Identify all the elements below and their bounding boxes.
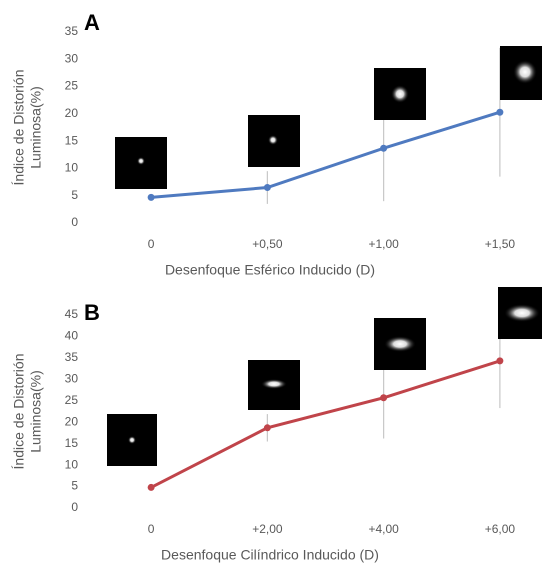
- marker: [263, 184, 271, 192]
- y-tick-label: 0: [71, 500, 78, 514]
- panel-label: A: [84, 10, 100, 35]
- y-tick-label: 5: [71, 188, 78, 202]
- x-tick-label: 0: [148, 237, 155, 251]
- y-tick-label: 30: [65, 51, 79, 65]
- marker: [263, 424, 271, 432]
- y-tick-label: 5: [71, 479, 78, 493]
- x-axis-title: Desenfoque Esférico Inducido (D): [165, 262, 375, 278]
- y-axis-title: Luminosa(%): [28, 370, 44, 452]
- x-axis-title: Desenfoque Cilíndrico Inducido (D): [161, 547, 379, 563]
- x-tick-label: +2,00: [252, 522, 283, 536]
- marker: [147, 193, 155, 201]
- marker: [147, 483, 155, 491]
- x-tick-label: +6,00: [485, 522, 516, 536]
- y-tick-label: 40: [65, 329, 79, 343]
- y-tick-label: 20: [65, 414, 79, 428]
- x-tick-label: +1,00: [368, 237, 399, 251]
- psf-images: [107, 46, 542, 466]
- y-tick-label: 10: [65, 457, 79, 471]
- marker: [380, 144, 388, 152]
- series-line: [150, 110, 501, 199]
- y-tick-label: 10: [65, 161, 79, 175]
- x-tick-label: 0: [148, 522, 155, 536]
- y-tick-label: 35: [65, 350, 79, 364]
- y-tick-label: 30: [65, 372, 79, 386]
- y-axis-title: Índice de Distorión: [11, 354, 27, 470]
- marker: [496, 108, 504, 116]
- y-tick-label: 35: [65, 24, 79, 38]
- marker: [496, 357, 504, 365]
- y-axis-title: Luminosa(%): [28, 86, 44, 168]
- y-tick-label: 25: [65, 393, 79, 407]
- x-tick-label: +4,00: [368, 522, 399, 536]
- y-tick-label: 45: [65, 307, 79, 321]
- y-tick-label: 15: [65, 436, 79, 450]
- y-axis-title: Índice de Distorión: [11, 70, 27, 186]
- x-tick-label: +1,50: [485, 237, 516, 251]
- panel-label: B: [84, 300, 100, 325]
- marker: [380, 394, 388, 402]
- x-tick-label: +0,50: [252, 237, 283, 251]
- y-tick-label: 0: [71, 215, 78, 229]
- series-line: [150, 359, 501, 489]
- y-tick-label: 20: [65, 106, 79, 120]
- y-tick-label: 15: [65, 133, 79, 147]
- y-tick-label: 25: [65, 79, 79, 93]
